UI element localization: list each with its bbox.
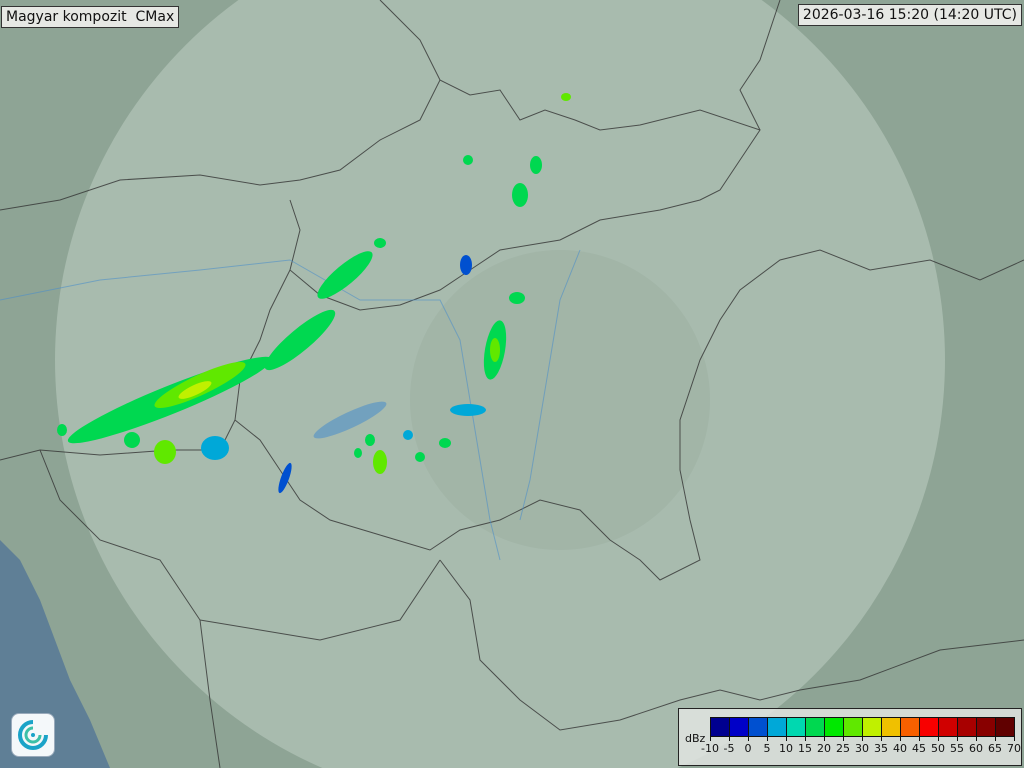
legend-unit: dBz bbox=[685, 732, 706, 745]
color-scale-bar bbox=[710, 717, 1015, 737]
legend-tick-mark bbox=[786, 737, 787, 741]
legend-swatch bbox=[768, 718, 787, 736]
legend-tick-mark bbox=[1014, 737, 1015, 741]
legend-tick-mark bbox=[729, 737, 730, 741]
legend-tick-label: 30 bbox=[855, 742, 869, 755]
legend-swatch bbox=[939, 718, 958, 736]
legend-swatch bbox=[825, 718, 844, 736]
legend-swatch bbox=[863, 718, 882, 736]
legend-tick-mark bbox=[805, 737, 806, 741]
radar-echoes bbox=[57, 93, 571, 494]
legend-tick-label: 35 bbox=[874, 742, 888, 755]
legend-swatch bbox=[901, 718, 920, 736]
lake-balaton bbox=[313, 401, 387, 439]
swirl-logo-icon bbox=[18, 720, 48, 750]
legend-tick-mark bbox=[862, 737, 863, 741]
legend-swatch bbox=[882, 718, 901, 736]
logo bbox=[11, 713, 55, 757]
legend-tick-label: 10 bbox=[779, 742, 793, 755]
legend-tick-mark bbox=[748, 737, 749, 741]
legend-tick-mark bbox=[919, 737, 920, 741]
legend-tick-label: -5 bbox=[723, 742, 735, 755]
legend-tick-label: 55 bbox=[950, 742, 964, 755]
legend-swatch bbox=[844, 718, 863, 736]
dbz-legend: dBz -10 -5 0 5 10 15 20 25 30 35 40 45 50 55 60 65 70 bbox=[678, 708, 1022, 766]
legend-tick-label: 5 bbox=[763, 742, 771, 755]
legend-tick-label: 40 bbox=[893, 742, 907, 755]
legend-tick-mark bbox=[881, 737, 882, 741]
legend-tick-mark bbox=[824, 737, 825, 741]
legend-tick-label: 45 bbox=[912, 742, 926, 755]
legend-tick-label: 60 bbox=[969, 742, 983, 755]
legend-tick-mark bbox=[843, 737, 844, 741]
legend-swatch bbox=[996, 718, 1014, 736]
radar-coverage-area bbox=[55, 0, 945, 768]
product-title: Magyar kompozit CMax bbox=[1, 6, 180, 28]
legend-swatch bbox=[749, 718, 768, 736]
legend-tick-label: 65 bbox=[988, 742, 1002, 755]
adriatic-sea bbox=[0, 540, 110, 768]
radar-coverage-inner bbox=[410, 250, 710, 550]
legend-swatch bbox=[958, 718, 977, 736]
timestamp-label: 2026-03-16 15:20 (14:20 UTC) bbox=[797, 4, 1022, 26]
legend-tick-label: 0 bbox=[744, 742, 752, 755]
legend-swatch bbox=[787, 718, 806, 736]
legend-tick-mark bbox=[710, 737, 711, 741]
legend-tick-mark bbox=[938, 737, 939, 741]
legend-tick-label: 15 bbox=[798, 742, 812, 755]
legend-tick-mark bbox=[767, 737, 768, 741]
legend-swatch bbox=[730, 718, 749, 736]
legend-swatch bbox=[806, 718, 825, 736]
legend-tick-label: 70 bbox=[1007, 742, 1021, 755]
legend-tick-label: 20 bbox=[817, 742, 831, 755]
rivers bbox=[0, 249, 581, 561]
legend-ticks: -10 -5 0 5 10 15 20 25 30 35 40 45 50 55 60 65 70 bbox=[701, 737, 1021, 761]
legend-tick-mark bbox=[900, 737, 901, 741]
legend-tick-mark bbox=[995, 737, 996, 741]
legend-tick-label: -10 bbox=[701, 742, 719, 755]
legend-swatch bbox=[920, 718, 939, 736]
legend-tick-mark bbox=[976, 737, 977, 741]
legend-swatch bbox=[977, 718, 996, 736]
legend-tick-label: 50 bbox=[931, 742, 945, 755]
legend-swatch bbox=[711, 718, 730, 736]
legend-tick-mark bbox=[957, 737, 958, 741]
legend-tick-label: 25 bbox=[836, 742, 850, 755]
